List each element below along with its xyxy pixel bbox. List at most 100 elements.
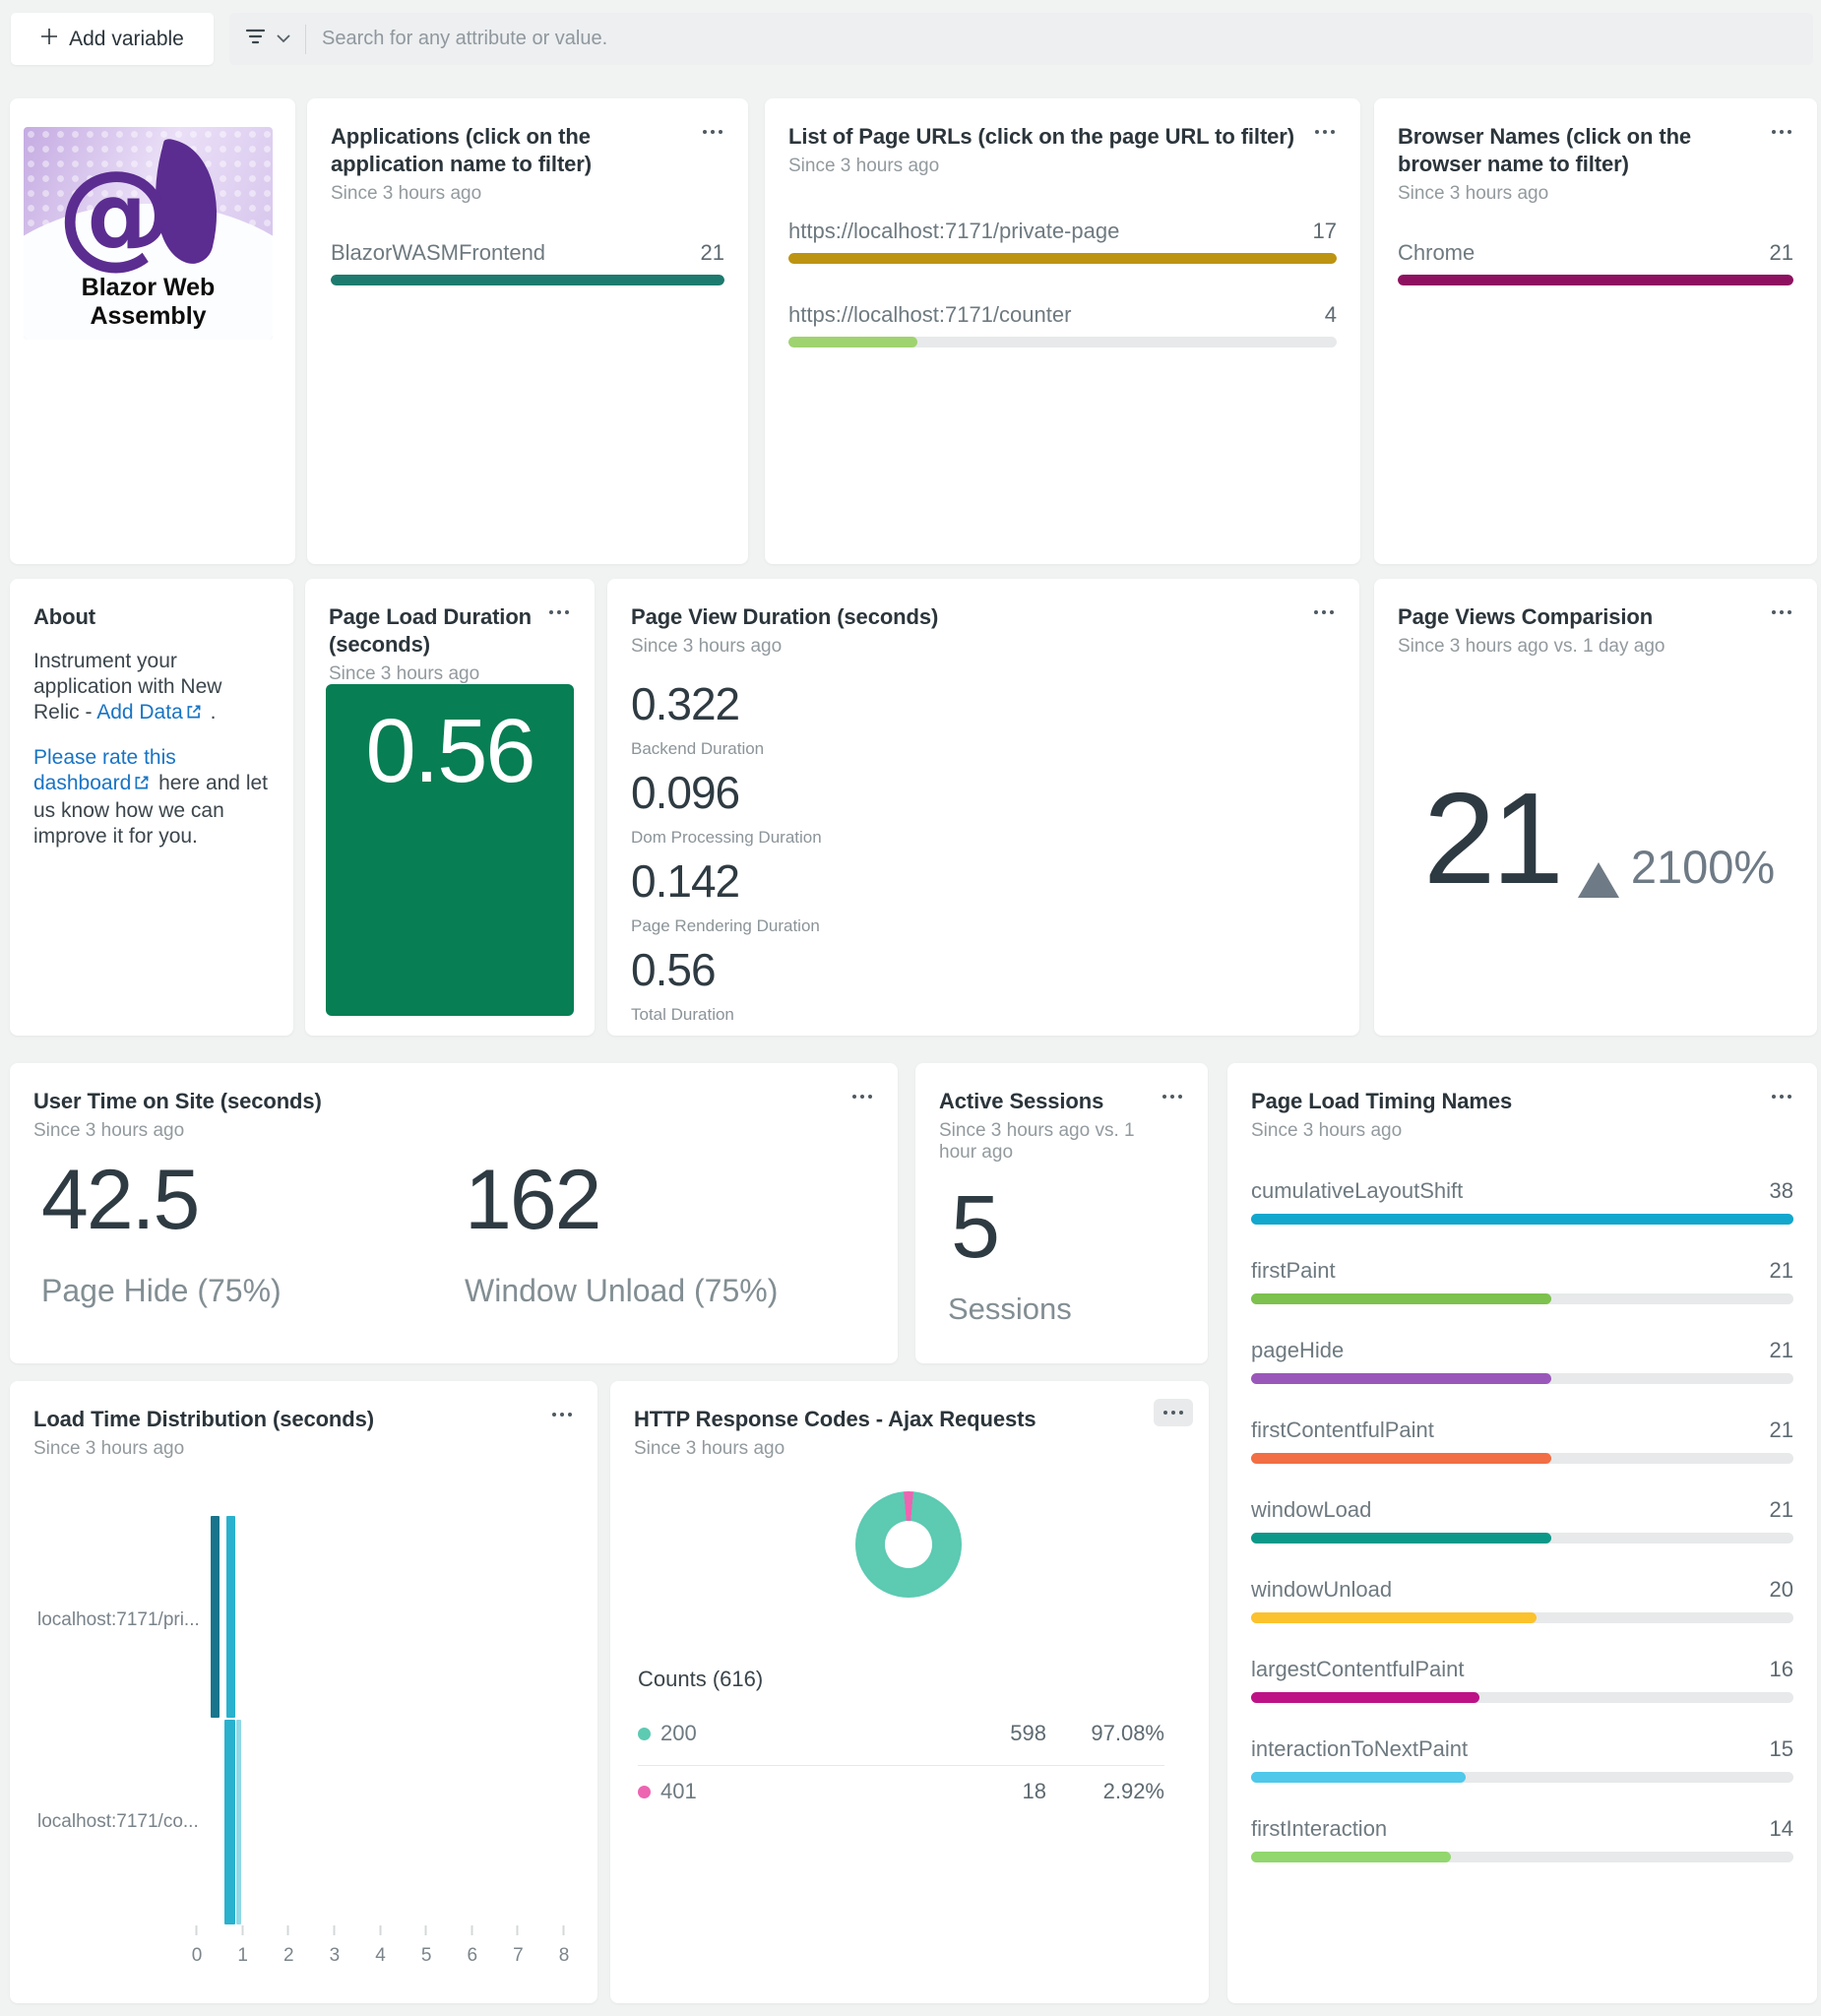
card-menu-button[interactable] xyxy=(1154,1399,1193,1426)
card-menu-button[interactable] xyxy=(543,604,575,620)
bar-fill xyxy=(1251,1772,1466,1783)
bar-fill xyxy=(1251,1692,1479,1703)
axis-tick-label: 4 xyxy=(375,1945,386,1966)
application-bar-row[interactable]: BlazorWASMFrontend 21 xyxy=(331,240,724,285)
page-urls-card: List of Page URLs (click on the page URL… xyxy=(765,98,1360,564)
url-bar-row[interactable]: https://localhost:7171/counter 4 xyxy=(788,302,1337,347)
bar-fill xyxy=(1251,1373,1551,1384)
axis-tick-label: 8 xyxy=(558,1945,570,1966)
bar-label[interactable]: Chrome xyxy=(1398,240,1476,265)
blazor-caption: Blazor Web Assembly xyxy=(81,274,216,330)
card-menu-button[interactable] xyxy=(1766,124,1797,140)
add-variable-button[interactable]: Add variable xyxy=(11,13,214,65)
about-card: About Instrument your application with N… xyxy=(10,579,293,1036)
user-time-card: User Time on Site (seconds) Since 3 hour… xyxy=(10,1063,898,1363)
metric-value: 0.096 xyxy=(631,767,740,818)
metric-value: 0.142 xyxy=(631,855,740,907)
card-menu-button[interactable] xyxy=(1157,1089,1188,1104)
browser-bar-row[interactable]: Chrome 21 xyxy=(1398,240,1793,285)
facet-label: localhost:7171/co... xyxy=(37,1811,199,1832)
legend-percent: 2.92% xyxy=(1102,1779,1164,1803)
blazor-logo-image: @ Blazor Web Assembly xyxy=(24,127,273,340)
plus-icon xyxy=(40,28,58,51)
card-title: Applications (click on the application n… xyxy=(331,124,592,177)
card-title: User Time on Site (seconds) xyxy=(33,1089,322,1113)
legend-percent: 97.08% xyxy=(1091,1721,1164,1745)
card-subtitle: Since 3 hours ago xyxy=(1398,183,1549,205)
browser-names-card: Browser Names (click on the browser name… xyxy=(1374,98,1817,564)
bar-fill xyxy=(1251,1293,1551,1304)
url-bar-row[interactable]: https://localhost:7171/private-page 17 xyxy=(788,219,1337,264)
metric-block: 42.5 Page Hide (75%) xyxy=(41,1150,282,1309)
card-menu-button[interactable] xyxy=(1309,124,1341,140)
comparison-billboard: 21 2100% xyxy=(1423,774,1775,904)
bar-fill xyxy=(1398,275,1793,285)
card-title: Page View Duration (seconds) xyxy=(631,604,939,629)
card-title: Browser Names (click on the browser name… xyxy=(1398,124,1692,177)
card-subtitle: Since 3 hours ago xyxy=(788,156,940,177)
timing-row[interactable]: windowLoad 21 xyxy=(1251,1497,1793,1544)
bar-label[interactable]: BlazorWASMFrontend xyxy=(331,240,546,265)
card-subtitle: Since 3 hours ago xyxy=(1251,1120,1403,1142)
timing-row[interactable]: interactionToNextPaint 15 xyxy=(1251,1736,1793,1783)
chevron-down-icon[interactable] xyxy=(276,31,291,48)
legend-count: 598 xyxy=(1010,1721,1046,1745)
filter-icon[interactable] xyxy=(245,28,266,51)
sessions-label: Sessions xyxy=(948,1292,1072,1326)
metric-label: Page Rendering Duration xyxy=(631,916,820,935)
bar-value: 21 xyxy=(700,240,724,265)
legend-divider xyxy=(638,1765,1164,1766)
bar-fill xyxy=(788,337,917,347)
card-title: Active Sessions xyxy=(939,1089,1104,1113)
card-menu-button[interactable] xyxy=(847,1089,878,1104)
card-menu-button[interactable] xyxy=(546,1407,578,1422)
metric-value: 162 xyxy=(465,1153,602,1247)
bar-label[interactable]: https://localhost:7171/private-page xyxy=(788,219,1120,243)
legend-row: 200 598 97.08% xyxy=(638,1721,1164,1746)
bar-value: 4 xyxy=(1324,302,1337,327)
card-subtitle: Since 3 hours ago xyxy=(331,183,482,205)
x-axis: 0 1 2 3 4 5 6 7 8 xyxy=(192,1925,569,1984)
card-menu-button[interactable] xyxy=(1766,604,1797,620)
card-subtitle: Since 3 hours ago xyxy=(329,663,480,685)
histogram-bar xyxy=(235,1720,241,1924)
rate-dashboard-link[interactable]: Please rate this dashboard xyxy=(33,746,176,795)
timing-row[interactable]: largestContentfulPaint 16 xyxy=(1251,1657,1793,1703)
card-menu-button[interactable] xyxy=(1308,604,1340,620)
blazor-at-glyph: @ xyxy=(57,145,173,281)
timing-row[interactable]: firstPaint 21 xyxy=(1251,1258,1793,1304)
bar-fill xyxy=(1251,1453,1551,1464)
timing-row[interactable]: firstContentfulPaint 21 xyxy=(1251,1418,1793,1464)
axis-tick-label: 5 xyxy=(420,1945,432,1966)
axis-tick-label: 0 xyxy=(191,1945,203,1966)
search-input[interactable] xyxy=(320,27,1797,51)
legend-code: 200 xyxy=(660,1721,697,1745)
histogram-band xyxy=(197,1720,564,1924)
http-response-codes-card: HTTP Response Codes - Ajax Requests Sinc… xyxy=(610,1381,1209,2003)
metric-block: 0.096 Dom Processing Duration xyxy=(631,766,822,848)
donut-hole xyxy=(885,1521,932,1568)
card-menu-button[interactable] xyxy=(697,124,728,140)
bar-value: 21 xyxy=(1769,240,1793,265)
increase-triangle-icon xyxy=(1577,862,1619,898)
axis-tick-label: 3 xyxy=(329,1945,341,1966)
card-menu-button[interactable] xyxy=(1766,1089,1797,1104)
bar-fill xyxy=(1251,1852,1451,1862)
comparison-value: 21 xyxy=(1423,766,1564,911)
card-subtitle: Since 3 hours ago xyxy=(634,1438,785,1460)
timing-row[interactable]: cumulativeLayoutShift 38 xyxy=(1251,1178,1793,1225)
card-subtitle: Since 3 hours ago vs. 1 hour ago xyxy=(939,1120,1135,1164)
card-subtitle: Since 3 hours ago vs. 1 day ago xyxy=(1398,636,1665,658)
card-title: Page Load Timing Names xyxy=(1251,1089,1513,1113)
axis-tick-label: 2 xyxy=(283,1945,294,1966)
metric-value: 42.5 xyxy=(41,1153,200,1247)
add-data-link[interactable]: Add Data xyxy=(96,701,183,724)
timing-row[interactable]: windowUnload 20 xyxy=(1251,1577,1793,1623)
about-paragraph: Instrument your application with New Rel… xyxy=(33,649,270,727)
timing-row[interactable]: pageHide 21 xyxy=(1251,1338,1793,1384)
timing-row[interactable]: firstInteraction 14 xyxy=(1251,1816,1793,1862)
bar-label[interactable]: https://localhost:7171/counter xyxy=(788,302,1072,327)
legend-heading: Counts (616) xyxy=(638,1667,764,1691)
load-time-distribution-card: Load Time Distribution (seconds) Since 3… xyxy=(10,1381,597,2003)
